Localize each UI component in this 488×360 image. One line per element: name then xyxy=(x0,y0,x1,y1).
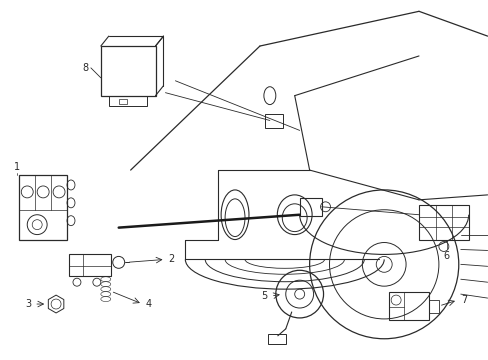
Text: 4: 4 xyxy=(145,299,151,309)
Bar xyxy=(264,113,282,129)
Bar xyxy=(108,96,146,105)
Bar xyxy=(418,205,468,239)
Text: 3: 3 xyxy=(25,299,31,309)
Bar xyxy=(69,255,111,276)
Bar xyxy=(19,175,67,239)
Text: 5: 5 xyxy=(261,291,267,301)
Bar xyxy=(299,198,321,216)
Bar xyxy=(428,300,438,313)
Bar xyxy=(388,292,428,320)
Text: 1: 1 xyxy=(14,162,20,172)
Text: 6: 6 xyxy=(443,251,449,261)
Text: 8: 8 xyxy=(82,63,89,73)
Bar xyxy=(267,334,285,344)
Bar xyxy=(119,99,126,104)
Text: 7: 7 xyxy=(460,295,466,305)
Text: 2: 2 xyxy=(168,255,174,264)
Bar xyxy=(101,46,155,96)
